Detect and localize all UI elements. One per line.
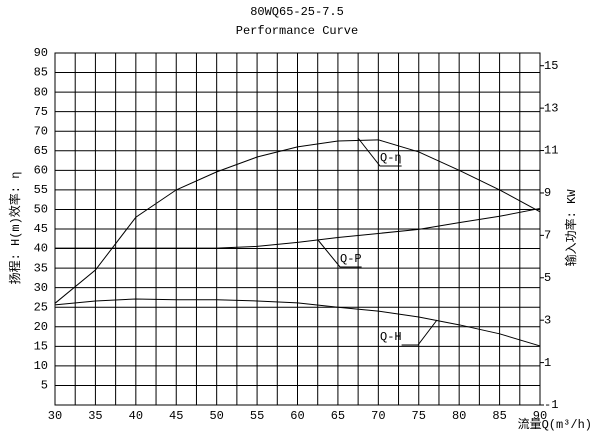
series-label: Q-η — [380, 151, 402, 165]
y2-tick-label: 11 — [544, 144, 558, 158]
x-tick-label: 50 — [209, 409, 223, 423]
y-tick-label: 90 — [34, 46, 48, 60]
y2-tick-label: 7 — [544, 229, 551, 243]
y-tick-label: 50 — [34, 203, 48, 217]
y-tick-label: 30 — [34, 281, 48, 295]
y-tick-label: 15 — [34, 340, 48, 354]
x-tick-label: 65 — [331, 409, 345, 423]
y2-axis-label: 输入功率: KW — [563, 189, 579, 267]
series-label: Q-H — [380, 330, 402, 344]
x-tick-label: 35 — [88, 409, 102, 423]
x-tick-label: 40 — [129, 409, 143, 423]
y2-tick-label: 5 — [544, 271, 551, 285]
y-tick-label: 70 — [34, 124, 48, 138]
y2-tick-label: 9 — [544, 186, 551, 200]
x-tick-label: 90 — [533, 409, 547, 423]
y-tick-label: 85 — [34, 66, 48, 80]
leader-line — [401, 319, 438, 346]
y-tick-label: 25 — [34, 300, 48, 314]
x-tick-label: 70 — [371, 409, 385, 423]
leader-line — [317, 239, 362, 268]
x-tick-label: 30 — [48, 409, 62, 423]
y-tick-label: 65 — [34, 144, 48, 158]
x-axis-label: 流量Q(m³/h) — [518, 417, 592, 432]
series-line — [54, 298, 541, 347]
chart-title: 80WQ65-25-7.5 — [250, 5, 344, 19]
series-label: Q-P — [340, 252, 362, 266]
y-tick-label: 75 — [34, 105, 48, 119]
x-tick-label: 60 — [290, 409, 304, 423]
y-axis-label: 扬程: H(m)效率: η — [7, 172, 23, 285]
y-tick-label: 35 — [34, 261, 48, 275]
x-tick-label: 45 — [169, 409, 183, 423]
y2-tick-label: 1 — [544, 356, 551, 370]
y-tick-label: 40 — [34, 242, 48, 256]
y2-tick-label: -1 — [544, 398, 558, 412]
y-tick-label: 45 — [34, 222, 48, 236]
chart-subtitle: Performance Curve — [236, 24, 358, 38]
y2-tick-label: 3 — [544, 313, 551, 327]
y2-tick-label: 15 — [544, 59, 558, 73]
series-line — [55, 207, 541, 249]
y-tick-label: 20 — [34, 320, 48, 334]
y-tick-label: 60 — [34, 164, 48, 178]
x-tick-label: 85 — [492, 409, 506, 423]
y-tick-label: 5 — [41, 379, 48, 393]
x-tick-label: 75 — [412, 409, 426, 423]
y-tick-label: 10 — [34, 359, 48, 373]
leader-line — [357, 137, 402, 167]
y-tick-label: 80 — [34, 85, 48, 99]
series-line — [54, 139, 541, 304]
y-tick-label: 55 — [34, 183, 48, 197]
y2-tick-label: 13 — [544, 101, 558, 115]
x-tick-label: 55 — [250, 409, 264, 423]
x-tick-label: 80 — [452, 409, 466, 423]
